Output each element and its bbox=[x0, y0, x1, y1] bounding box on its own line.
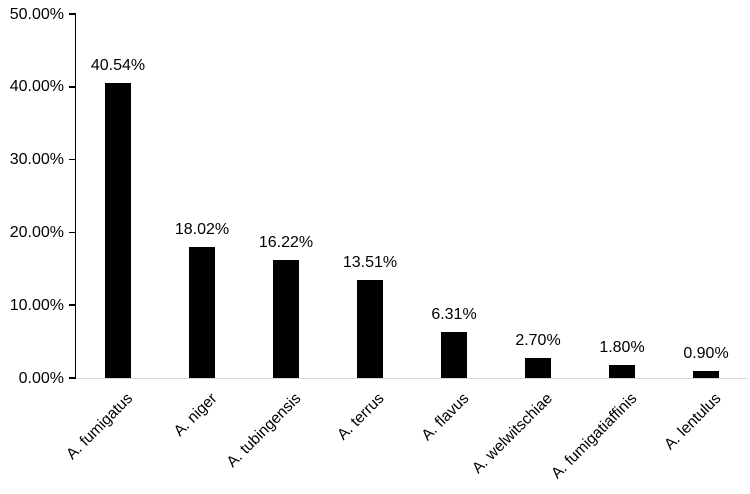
x-category-label: A. lentulus bbox=[660, 390, 725, 454]
x-axis-baseline bbox=[76, 377, 748, 379]
y-tick-mark bbox=[69, 304, 76, 306]
bar bbox=[273, 259, 299, 378]
bar-value-label: 2.70% bbox=[515, 332, 561, 350]
bar bbox=[357, 279, 383, 378]
bar-value-label: 6.31% bbox=[431, 306, 477, 324]
y-tick-label: 0.00% bbox=[18, 369, 64, 387]
y-tick-mark bbox=[69, 86, 76, 88]
y-tick-mark bbox=[69, 377, 76, 379]
y-tick-label: 50.00% bbox=[9, 5, 64, 23]
x-category-label: A. fumigatiaffinis bbox=[547, 390, 641, 483]
y-tick-mark bbox=[69, 231, 76, 234]
x-category-label: A. tubingensis bbox=[223, 390, 305, 471]
bar bbox=[693, 371, 719, 378]
bar-value-label: 18.02% bbox=[174, 220, 230, 238]
y-tick-label: 20.00% bbox=[9, 223, 64, 241]
x-category-label: A. fumigatus bbox=[63, 390, 137, 463]
y-tick-mark bbox=[69, 13, 76, 15]
bar bbox=[609, 364, 635, 378]
bar-value-label: 1.80% bbox=[599, 338, 645, 356]
bar bbox=[105, 82, 131, 378]
bar-value-label: 16.22% bbox=[258, 233, 314, 251]
bar-value-label: 13.51% bbox=[342, 253, 398, 271]
bar-value-label: 0.90% bbox=[683, 345, 729, 363]
x-category-label: A. niger bbox=[170, 390, 221, 440]
bar bbox=[189, 246, 215, 378]
x-category-label: A. terrus bbox=[334, 390, 389, 444]
bar bbox=[525, 358, 551, 378]
y-tick-label: 40.00% bbox=[9, 78, 64, 96]
y-tick-label: 30.00% bbox=[9, 151, 64, 169]
bar bbox=[441, 332, 467, 378]
x-category-label: A. flavus bbox=[417, 390, 473, 445]
y-axis-line bbox=[74, 14, 76, 378]
y-tick-mark bbox=[69, 158, 76, 161]
x-category-label: A. welwitschiae bbox=[469, 390, 557, 477]
y-tick-label: 10.00% bbox=[9, 296, 64, 314]
bar-value-label: 40.54% bbox=[90, 56, 146, 74]
